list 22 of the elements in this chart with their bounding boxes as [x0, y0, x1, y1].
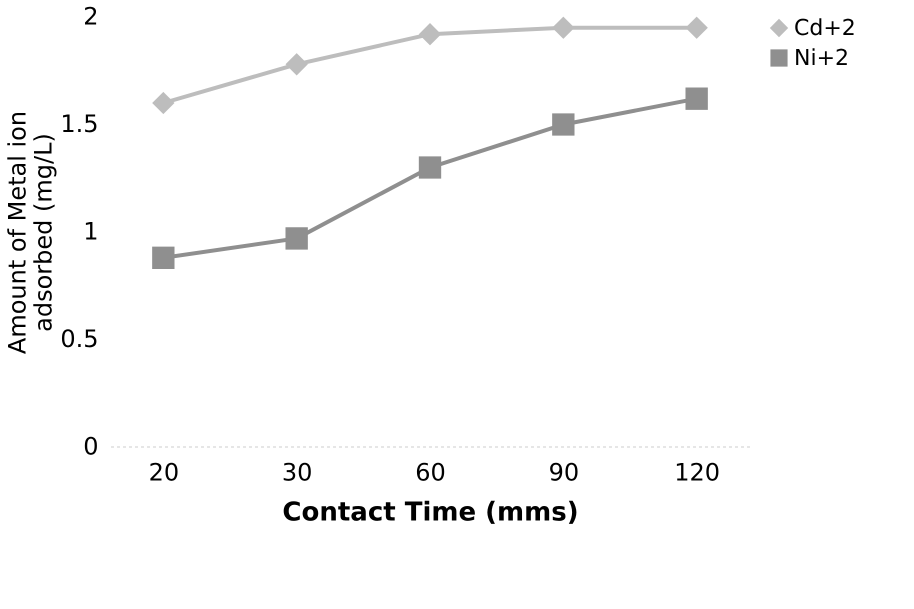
y-tick-label: 1.5	[60, 110, 98, 138]
legend-label: Cd+2	[794, 16, 856, 41]
point	[285, 227, 308, 250]
x-tick-label: 20	[148, 458, 180, 486]
x-tick-label: 120	[674, 458, 720, 486]
point	[552, 113, 575, 136]
y-tick-label: 0.5	[60, 325, 98, 353]
y-axis-title: Amount of Metal ion adsorbed (mg/L)	[3, 110, 58, 354]
point	[685, 88, 708, 110]
legend-label: Ni+2	[794, 46, 849, 71]
x-axis-title: Contact Time (mms)	[282, 498, 579, 528]
y-tick-label: 1	[83, 218, 98, 246]
point	[418, 23, 442, 46]
point	[152, 246, 175, 269]
x-tick-label: 30	[282, 458, 312, 486]
y-tick-label: 0	[83, 432, 98, 460]
x-tick-label: 60	[415, 458, 446, 486]
point	[152, 92, 175, 114]
y-tick-label: 2	[83, 2, 98, 30]
point	[418, 156, 442, 179]
x-tick-label: 90	[548, 458, 580, 486]
point	[285, 53, 308, 76]
